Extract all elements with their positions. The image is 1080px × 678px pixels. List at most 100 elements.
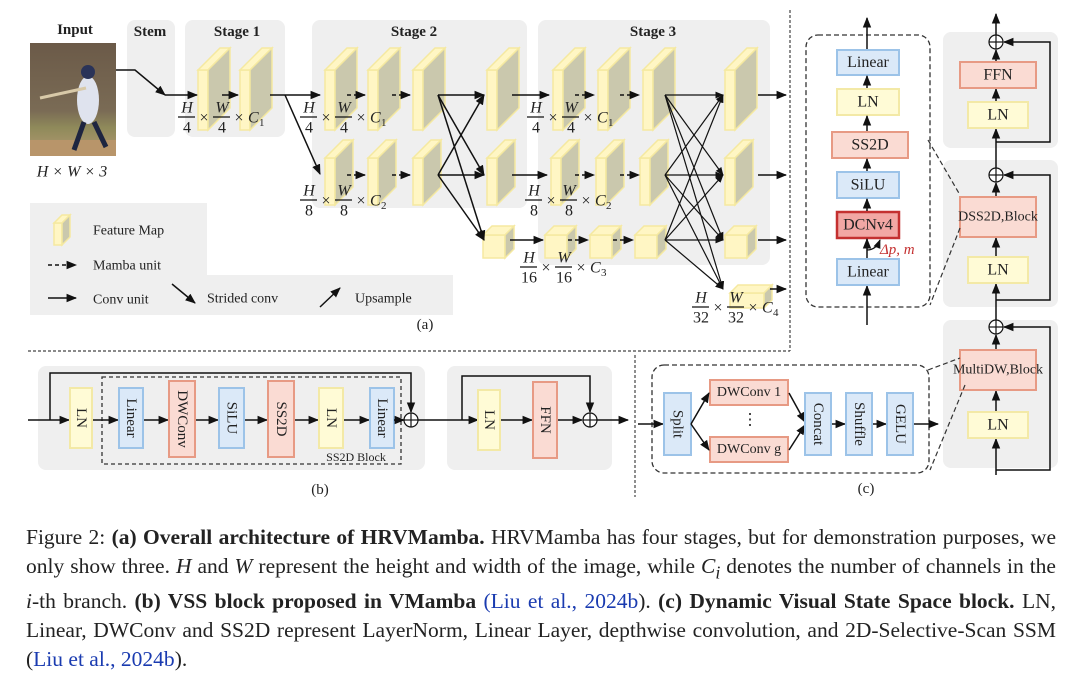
fusion-arrow — [664, 174, 724, 241]
ellipsis: ⋮ — [742, 412, 758, 429]
vss-linear-box-label: Linear — [374, 398, 390, 437]
feature-map-front — [412, 157, 424, 206]
dim-c: C — [590, 260, 601, 277]
dss2d-detail-silu-box — [836, 171, 900, 199]
caption-prefix: Figure 2: — [26, 525, 112, 549]
caption-var-i: i — [26, 589, 32, 614]
feature-map — [238, 46, 274, 132]
dimension-label: H32×W32× C 4 — [692, 290, 779, 327]
dss2d-detail-ss2d-box-label: SS2D — [851, 137, 888, 154]
feature-map-front — [486, 69, 498, 131]
citation-link[interactable]: Liu et al., 2024b — [33, 647, 175, 672]
caption-text: denotes the number of channels in the — [720, 554, 1056, 578]
caption-var-h: H — [175, 554, 192, 578]
caption-text: HRVMamba has four stages, but for demons… — [26, 525, 1056, 578]
dss2d-block-box — [959, 196, 1037, 238]
citation-link[interactable]: Liu et al., 2024b — [490, 589, 639, 614]
feature-map-side — [334, 46, 358, 132]
concat-box-label: Concat — [810, 403, 826, 446]
stem-title: Stem — [134, 24, 167, 40]
feature-map-front — [724, 69, 736, 131]
times: × — [581, 193, 590, 210]
input-title: Input — [57, 22, 93, 38]
concat-box — [804, 392, 832, 456]
skip-connection — [996, 322, 1051, 471]
times: × — [356, 193, 365, 210]
feature-map-side — [249, 46, 273, 132]
skip-connection — [996, 37, 1051, 143]
dim-w-den: 32 — [728, 310, 744, 327]
legend-panel — [30, 203, 453, 315]
strided-conv-arrow — [116, 69, 166, 96]
feature-map — [594, 138, 626, 207]
dim-h-den: 8 — [305, 203, 313, 220]
feature-map-front — [486, 157, 498, 206]
vss-linear-box-label: Linear — [123, 398, 139, 437]
dss2d-detail-outline — [805, 34, 931, 308]
feature-map — [723, 224, 758, 260]
caption-var-c-sub: i — [715, 562, 721, 583]
flow-arrow — [690, 392, 710, 425]
dim-c-sub: 2 — [381, 200, 387, 212]
feature-map-front — [724, 157, 736, 206]
dvss-ln-mid-box — [967, 256, 1029, 284]
dim-w: W — [215, 100, 230, 117]
caption-var-w: W — [234, 554, 253, 578]
photo-bat — [39, 86, 87, 100]
vss-linear-box — [118, 387, 144, 449]
dim-h-den: 8 — [530, 203, 538, 220]
dim-c: C — [370, 193, 381, 210]
shuffle-box-label: Shuffle — [851, 402, 867, 446]
dim-c-sub: 2 — [606, 200, 612, 212]
feature-map — [596, 46, 632, 132]
fusion-arrow — [437, 94, 486, 242]
caption-text: -th branch. — [31, 589, 135, 614]
dimension-label: H16×W16× C 3 — [520, 250, 607, 287]
feature-map-front — [589, 234, 613, 259]
stage-2-title: Stage 2 — [391, 24, 437, 40]
ffn-stage-panel — [943, 32, 1058, 148]
ffn-ln-box — [477, 389, 501, 451]
dwconv-g-box — [709, 436, 789, 463]
fusion-arrow — [437, 94, 485, 176]
offset-label: Δp, m — [879, 242, 915, 258]
vss-dwconv-box-label: DWConv — [174, 390, 190, 448]
dim-w-den: 8 — [565, 203, 573, 220]
panel-a-label: (a) — [417, 317, 434, 333]
dim-w-den: 8 — [340, 203, 348, 220]
dvss-ffn-box-label: FFN — [983, 67, 1013, 84]
caption-text: LN, Linear, DWConv and SS2D represent La… — [26, 589, 1056, 672]
dim-c: C — [370, 110, 381, 127]
times: × — [356, 110, 365, 127]
multidw-stage-panel — [943, 320, 1058, 468]
caption-paren: ). — [174, 647, 188, 672]
feature-map-side — [605, 138, 625, 207]
dvss-ln-top-box-label: LN — [987, 107, 1009, 124]
times: × — [748, 300, 757, 317]
feature-map-side — [334, 138, 354, 207]
dim-h: H — [694, 290, 708, 307]
dimension-label: H8×W8× C 2 — [300, 183, 387, 220]
feature-map-side — [566, 224, 577, 260]
caption-paren: ( — [476, 589, 491, 614]
feature-map-side — [656, 224, 667, 260]
feature-map-side — [746, 224, 757, 260]
dwconv-1-box-label: DWConv 1 — [717, 385, 781, 400]
times: × — [541, 260, 550, 277]
feature-map — [588, 224, 623, 260]
fusion-arrow — [664, 174, 724, 290]
dim-w: W — [337, 183, 352, 200]
times: × — [576, 260, 585, 277]
feature-map-front — [634, 234, 658, 259]
figure-caption: Figure 2: (a) Overall architecture of HR… — [26, 523, 1056, 674]
feature-map-side — [504, 224, 515, 260]
caption-text: represent the height and width of the im… — [252, 554, 701, 578]
skip-connection — [996, 170, 1051, 301]
offset-arrow — [866, 239, 881, 251]
feature-map — [323, 138, 355, 207]
dim-h-den: 4 — [183, 120, 191, 137]
caption-var-c: C — [700, 554, 716, 578]
dss2d-detail-linear-box — [836, 258, 900, 286]
ffn-box — [532, 381, 558, 459]
dwconv-g-box-label: DWConv g — [717, 442, 781, 457]
